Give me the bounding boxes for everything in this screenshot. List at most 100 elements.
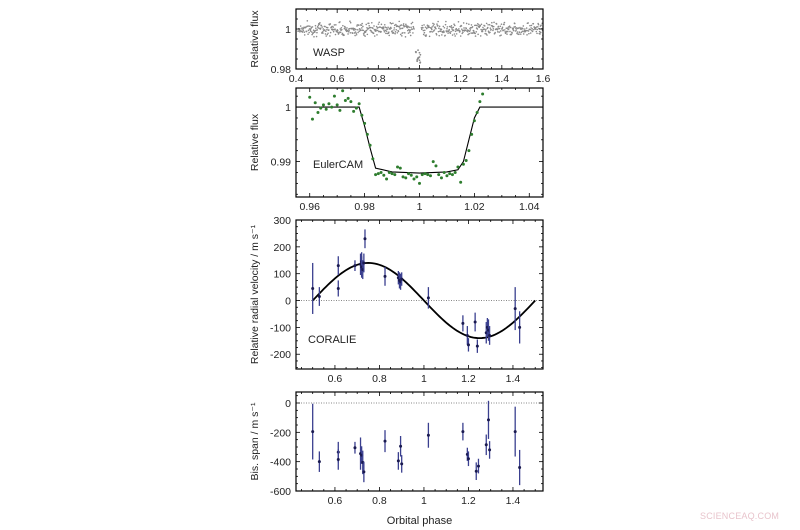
wasp-data-point <box>326 26 329 29</box>
wasp-data-point <box>359 28 361 30</box>
wasp-data-point <box>527 30 530 32</box>
data-point <box>362 261 366 265</box>
wasp-data-point <box>400 35 403 37</box>
wasp-data-point <box>363 34 365 36</box>
wasp-data-point <box>402 31 404 34</box>
wasp-data-point <box>391 30 393 32</box>
wasp-data-point <box>491 21 493 24</box>
wasp-data-point <box>307 29 310 32</box>
wasp-data-point <box>400 27 402 30</box>
wasp-data-point <box>496 31 499 33</box>
wasp-data-point <box>472 32 474 34</box>
wasp-data-point <box>460 25 463 27</box>
wasp-data-point <box>393 24 396 27</box>
wasp-data-point <box>370 21 373 24</box>
wasp-data-point <box>522 25 525 27</box>
wasp-data-point <box>436 24 439 27</box>
wasp-data-point <box>333 24 336 26</box>
wasp-data-point <box>531 28 534 30</box>
euler-data-point <box>387 170 391 174</box>
wasp-data-point <box>471 26 474 28</box>
wasp-data-point <box>451 34 454 36</box>
wasp-data-point <box>360 29 362 32</box>
wasp-data-point <box>340 28 343 31</box>
x-tick-label: 1.02 <box>464 201 485 213</box>
wasp-data-point <box>468 32 471 35</box>
wasp-data-point <box>339 21 341 23</box>
wasp-data-point <box>411 28 413 31</box>
wasp-data-point <box>479 35 482 37</box>
wasp-data-point <box>446 27 448 30</box>
wasp-data-point <box>467 33 469 36</box>
wasp-data-point <box>362 29 365 32</box>
wasp-data-point <box>412 32 414 34</box>
wasp-data-point <box>422 26 424 29</box>
wasp-data-point <box>328 29 330 31</box>
x-tick-label: 0.98 <box>354 201 375 213</box>
x-tick-label: 1 <box>421 495 427 507</box>
x-tick-label: 1.6 <box>536 73 551 85</box>
wasp-data-point <box>378 21 380 24</box>
wasp-data-point <box>303 34 306 36</box>
euler-data-point <box>319 106 323 110</box>
euler-data-point <box>418 181 421 185</box>
wasp-data-point <box>428 25 430 27</box>
wasp-data-point <box>413 28 415 30</box>
euler-data-point <box>467 149 471 153</box>
wasp-data-point <box>512 29 515 32</box>
wasp-data-point <box>356 28 359 31</box>
data-point <box>473 320 477 324</box>
y-tick-label: -400 <box>270 457 291 469</box>
wasp-data-point <box>444 34 446 37</box>
wasp-data-point <box>362 25 364 28</box>
bisector-span-panel: 0.6 0.8 1 1.2 1.4 0 -200 -400 -600 Bis. span / m … <box>249 391 544 527</box>
wasp-data-point <box>342 24 344 27</box>
wasp-data-point <box>372 27 374 30</box>
euler-data-point <box>379 170 383 174</box>
wasp-data-point <box>365 23 368 26</box>
wasp-data-point <box>431 28 433 31</box>
wasp-data-point <box>517 27 520 29</box>
coralie-rv-panel: 0.6 0.8 1 1.2 1.4 300 200 100 0 -100 -200 Relative … <box>249 215 544 385</box>
x-tick-label: 1.4 <box>506 495 521 507</box>
wasp-data-point <box>472 29 475 32</box>
x-tick-label: 0.6 <box>330 73 345 85</box>
wasp-data-point <box>463 27 465 29</box>
data-point <box>383 274 387 278</box>
data-point <box>353 446 357 450</box>
wasp-data-point <box>505 31 507 34</box>
wasp-data-point <box>409 29 412 31</box>
wasp-data-point <box>516 31 519 33</box>
x-tick-label: 0.8 <box>371 73 386 85</box>
wasp-data-point <box>373 25 375 27</box>
wasp-data-point <box>358 30 360 33</box>
wasp-data-point <box>412 25 415 28</box>
wasp-data-point <box>307 33 309 35</box>
wasp-data-point <box>319 21 321 24</box>
wasp-data-point <box>438 25 441 28</box>
wasp-data-point <box>316 29 319 31</box>
wasp-data-point <box>432 25 435 27</box>
x-axis-label: Orbital phase <box>387 515 452 527</box>
wasp-data-point <box>321 26 323 28</box>
wasp-data-point <box>355 33 358 36</box>
y-tick-label: -100 <box>270 322 291 334</box>
wasp-data-point <box>390 27 392 30</box>
wasp-data-point <box>421 24 423 27</box>
y-axis-label: Bis. span / m s⁻¹ <box>249 402 261 480</box>
data-point <box>362 470 366 474</box>
wasp-data-point <box>366 26 368 29</box>
wasp-data-point <box>461 28 463 30</box>
wasp-data-point <box>524 28 526 30</box>
wasp-data-point <box>474 32 476 35</box>
wasp-data-point <box>387 26 389 29</box>
wasp-data-point <box>405 23 407 26</box>
wasp-data-point <box>305 30 308 33</box>
wasp-data-point <box>423 31 426 34</box>
wasp-data-point <box>382 27 385 29</box>
wasp-data-point <box>301 31 304 33</box>
euler-data-point <box>398 166 402 170</box>
wasp-data-point <box>453 23 455 25</box>
wasp-data-point <box>334 33 337 36</box>
wasp-data-point <box>411 21 414 24</box>
